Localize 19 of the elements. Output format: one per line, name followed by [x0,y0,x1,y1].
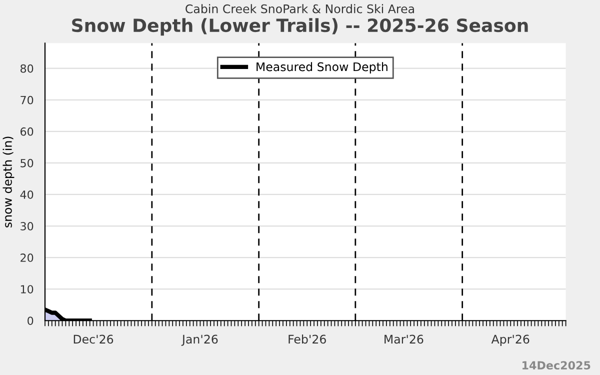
x-tick-label: Dec'26 [74,334,114,344]
x-tick-label: Mar'26 [384,334,424,344]
x-tick-label: Apr'26 [491,334,530,346]
y-tick-label: 70 [20,96,34,104]
text: 14Dec2025 [522,361,590,370]
chart-title: Snow Depth (Lower Trails) -- 2025-26 Season [72,18,528,36]
y-tick-label: 50 [20,158,34,168]
y-tick-label: 10 [20,285,34,294]
legend-label: Measured Snow Depth [256,62,388,74]
y-tick-label: 0 [28,316,34,326]
y-axis-title: snow depth (in) [2,136,14,228]
y-tick-label: 20 [20,254,34,262]
y-tick-label: 60 [20,127,34,136]
y-tick-label: 80 [20,64,34,73]
y-tick-label: 40 [20,190,34,199]
x-tick-label: Feb'26 [288,334,326,344]
x-tick-label: Jan'26 [181,334,218,346]
y-tick-label: 30 [20,222,34,230]
chart-subtitle: Cabin Creek SnoPark & Nordic Ski Area [186,4,414,14]
